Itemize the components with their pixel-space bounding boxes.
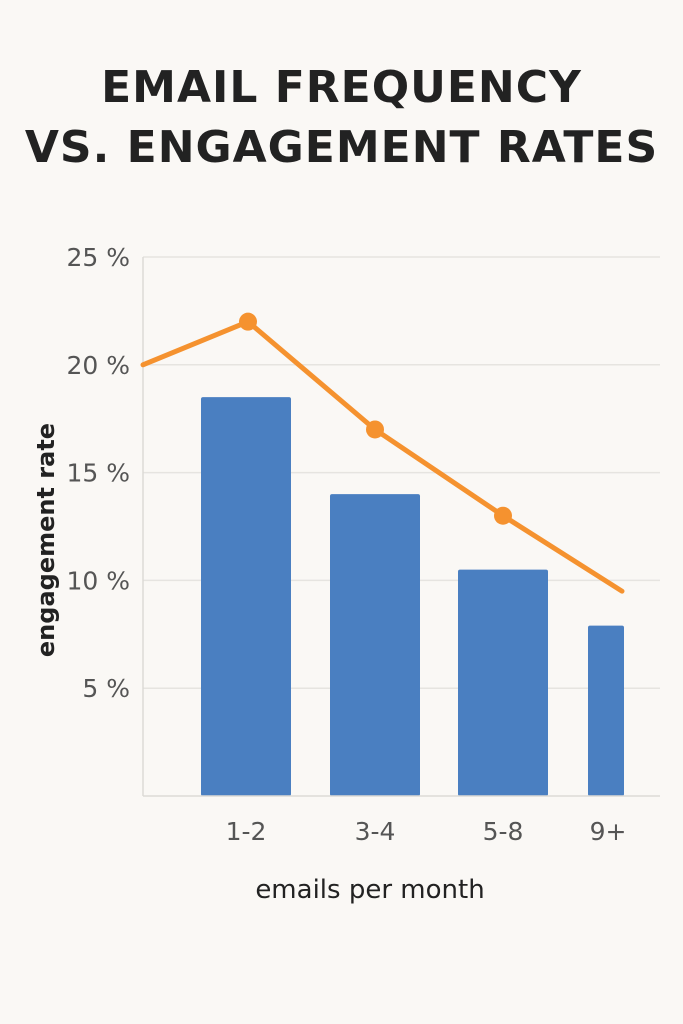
- y-tick-label: 20 %: [66, 351, 130, 380]
- x-axis-title: emails per month: [255, 875, 484, 905]
- x-tick-label: 9+: [590, 817, 627, 846]
- trend-point-5-8: [494, 506, 512, 525]
- y-tick-label: 15 %: [66, 459, 130, 488]
- y-tick-label: 25 %: [66, 243, 130, 272]
- bar-9+: [588, 625, 624, 796]
- trend-point-1-2: [239, 312, 257, 331]
- y-tick-labels: 5 % 10 % 15 % 20 % 25 %: [66, 243, 130, 703]
- chart-title-line-1: EMAIL FREQUENCY: [101, 62, 582, 113]
- y-axis-title: engagement rate: [32, 423, 60, 657]
- x-tick-label: 5-8: [483, 817, 524, 846]
- trend-line: [140, 312, 625, 594]
- x-tick-label: 3-4: [355, 817, 396, 846]
- chart-title-line-2: VS. ENGAGEMENT RATES: [24, 122, 659, 173]
- bar-5-8: [458, 569, 548, 796]
- y-tick-label: 5 %: [82, 674, 130, 703]
- y-tick-label: 10 %: [66, 566, 130, 595]
- bar-3-4: [330, 494, 420, 796]
- axes: [142, 257, 660, 797]
- bars: [201, 397, 624, 796]
- x-tick-labels: 1-2 3-4 5-8 9+: [226, 817, 627, 846]
- x-tick-label: 1-2: [226, 817, 267, 846]
- bar-1-2: [201, 397, 291, 796]
- trend-point-3-4: [366, 420, 384, 439]
